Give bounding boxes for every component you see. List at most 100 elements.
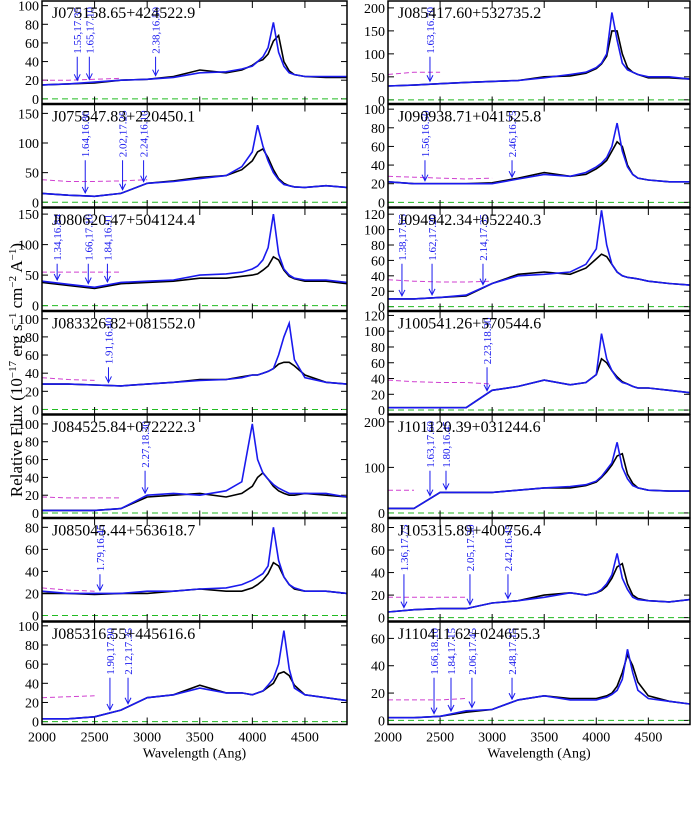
spectrum — [388, 210, 690, 300]
y-tick-label: 80 — [25, 436, 39, 451]
y-tick-label: 100 — [18, 313, 39, 328]
spectrum — [42, 471, 347, 512]
annotation-label: 1.34,16.84 — [52, 214, 64, 261]
panel-frame — [41, 310, 348, 415]
label-part: erg s — [7, 324, 26, 361]
label-part: ) — [7, 243, 26, 249]
annotation-label: 1.84,16.91 — [102, 214, 114, 261]
spectrum — [42, 695, 95, 699]
y-tick-label: 0 — [378, 714, 385, 729]
arrow-head — [53, 273, 61, 282]
x-tick-label: 4000 — [582, 731, 610, 746]
annotation-label: 2.42,16.45 — [503, 524, 515, 571]
x-tick-label: 2000 — [28, 731, 56, 746]
y-tick-label: 40 — [25, 367, 39, 382]
spectrum — [42, 361, 347, 387]
superscript: −17 — [7, 360, 19, 378]
y-tick-label: 20 — [371, 178, 385, 193]
y-tick-label: 100 — [18, 239, 39, 254]
y-tick-label: 150 — [18, 208, 39, 223]
panel-frame — [41, 0, 348, 105]
y-tick-label: 100 — [18, 418, 39, 433]
y-tick-label: 80 — [25, 18, 39, 33]
y-tick-label: 100 — [364, 224, 385, 239]
annotation-label: 1.55,17.35 — [72, 7, 84, 54]
y-tick-label: 40 — [371, 567, 385, 582]
spectrum — [388, 175, 493, 180]
spectrum — [388, 12, 690, 87]
spectrum — [42, 77, 121, 81]
spectrum — [42, 213, 347, 289]
spectrum — [42, 587, 95, 592]
annotation-label: 1.84,17.15 — [446, 628, 458, 675]
annotation-label: 1.38,17.65 — [397, 214, 409, 261]
y-tick-label: 60 — [371, 357, 385, 372]
arrow-head — [508, 692, 516, 701]
annotation-label: 1.65,17.10 — [84, 6, 96, 53]
panel-frame — [387, 414, 691, 519]
y-tick-label: 0 — [32, 609, 39, 624]
y-tick-label: 20 — [371, 388, 385, 403]
y-tick-label: 0 — [378, 196, 385, 211]
annotation-label: 1.63,17.60 — [425, 421, 437, 468]
y-tick-label: 40 — [371, 660, 385, 675]
y-tick-label: 60 — [25, 543, 39, 558]
panel: 0 20 40 60 80 100 1.91,16.40J083326.82+081552.… — [18, 310, 348, 418]
x-tick-label: 2500 — [426, 731, 454, 746]
y-tick-label: 40 — [371, 159, 385, 174]
spectrum — [42, 179, 148, 182]
panel-title: J100541.26+570544.6 — [398, 316, 541, 333]
label-part: Relative Flux (10 — [7, 378, 26, 497]
spectrum — [388, 71, 441, 75]
y-tick-label: 40 — [25, 565, 39, 580]
arrow-head — [508, 170, 516, 179]
panel: 0 20 40 60 2000 2500 3000 3500 4000 4500 Wavelengt… — [371, 621, 691, 762]
y-tick-label: 200 — [364, 2, 385, 17]
annotation-label: 2.02,17.25 — [118, 110, 130, 157]
y-tick-label: 60 — [371, 140, 385, 155]
spectrum — [42, 22, 347, 86]
annotation-label: 1.90,17.90 — [105, 628, 117, 675]
y-tick-label: 60 — [25, 349, 39, 364]
arrow-head — [483, 384, 491, 392]
panel: 0 20 40 60 80 100 2000 2500 3000 3500 4000 4500 Wave… — [18, 620, 348, 762]
y-tick-label: 200 — [364, 416, 385, 431]
spectrum — [42, 670, 347, 720]
panel-frame — [41, 414, 348, 519]
arrow-head — [398, 289, 406, 298]
spectrum — [388, 649, 690, 719]
panel: 0 50 100 150 1.64,16.80 2.02,17.25 2.24,16.10J… — [18, 103, 348, 211]
panel: 0 20 40 60 80 100 1.55,17.35 1.65,17.10 2.38,16.… — [18, 0, 348, 108]
annotation-label: 1.80,16.45 — [441, 421, 453, 468]
panel: 0 20 40 60 80 100 2.27,18.30J084525.84+072222.… — [18, 414, 348, 522]
superscript: −2 — [7, 276, 19, 288]
y-tick-label: 80 — [25, 639, 39, 654]
arrow-head — [428, 288, 436, 296]
superscript: −1 — [7, 249, 19, 261]
y-tick-label: 20 — [371, 285, 385, 300]
spectrum — [388, 379, 493, 385]
y-tick-label: 0 — [378, 507, 385, 522]
panel-frame — [387, 207, 691, 312]
arrow-head — [73, 74, 81, 82]
y-tick-label: 20 — [25, 385, 39, 400]
y-tick-label: 0 — [32, 403, 39, 418]
panel: 0 20 40 60 80 100 1.56,16.50 2.46,16.75J090938.… — [364, 103, 691, 211]
label-part: A — [7, 260, 26, 276]
x-tick-label: 4500 — [291, 731, 319, 746]
panel-title: J085045.44+563618.7 — [52, 523, 195, 540]
x-axis-label: Wavelength (Ang) — [487, 747, 591, 762]
y-tick-label: 60 — [25, 454, 39, 469]
annotation-label: 2.24,16.10 — [139, 110, 151, 157]
y-tick-label: 20 — [371, 687, 385, 702]
arrow-head — [421, 174, 429, 182]
arrow-head — [119, 183, 127, 191]
spectrum — [42, 377, 95, 381]
panel-frame — [387, 103, 691, 208]
y-tick-label: 100 — [364, 461, 385, 476]
spectrum — [42, 423, 347, 512]
panel-frame — [41, 103, 348, 208]
panel: 0 50 100 150 1.34,16.84 1.66,17.10 1.84,16.91J… — [18, 207, 348, 315]
